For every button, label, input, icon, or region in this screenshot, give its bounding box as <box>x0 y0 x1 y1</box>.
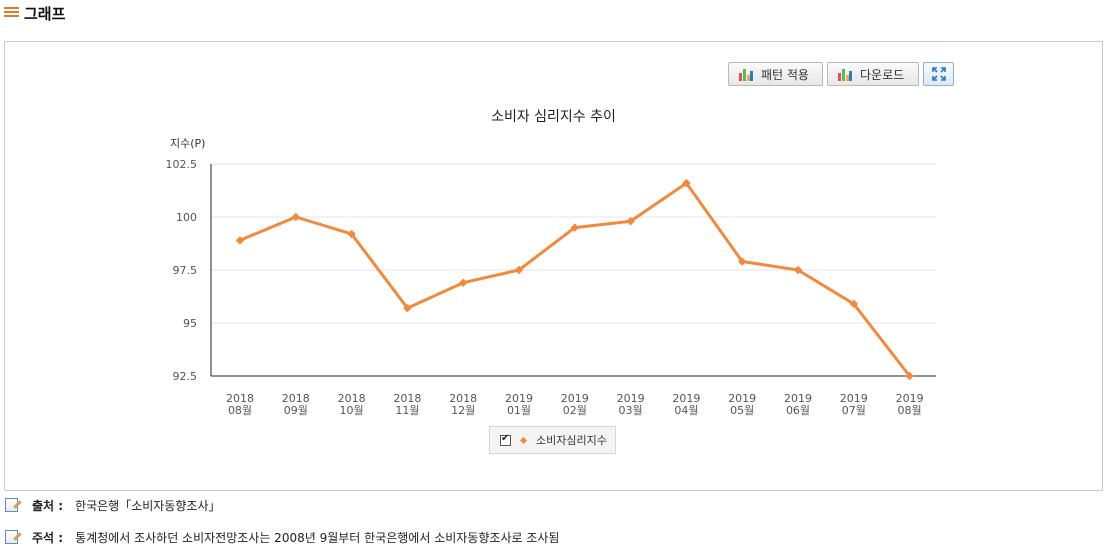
x-tick-label: 2018 <box>393 392 421 405</box>
x-tick-label: 2019 <box>505 392 533 405</box>
series-line <box>239 181 911 377</box>
y-tick-label: 92.5 <box>173 370 198 383</box>
x-tick-label: 2018 <box>449 392 477 405</box>
note-icon <box>4 529 22 546</box>
download-label: 다운로드 <box>860 67 905 82</box>
x-tick-label: 2018 <box>226 392 254 405</box>
y-axis-label: 지수(P) <box>170 137 206 150</box>
source-label: 출처 : <box>32 498 64 513</box>
note-label: 주석 : <box>32 530 64 545</box>
source-text: 한국은행「소비자동향조사」 <box>75 498 221 513</box>
legend-checkbox[interactable] <box>500 433 511 446</box>
x-tick-label: 02월 <box>563 404 587 417</box>
section-header: 그래프 <box>4 2 65 24</box>
data-point <box>849 299 859 309</box>
note-text: 통계청에서 조사하던 소비자전망조사는 2008년 9월부터 한국은행에서 소비… <box>75 530 560 545</box>
x-tick-label: 2018 <box>282 392 310 405</box>
y-tick-label: 100 <box>176 211 197 224</box>
x-tick-label: 2019 <box>561 392 589 405</box>
data-point <box>291 212 301 222</box>
x-tick-label: 03월 <box>619 404 643 417</box>
pattern-apply-button[interactable]: 패턴 적용 <box>728 62 823 86</box>
x-tick-label: 07월 <box>842 404 866 417</box>
x-tick-label: 08월 <box>228 404 252 417</box>
x-tick-label: 10월 <box>340 404 364 417</box>
chart-panel: 패턴 적용 다운로드 소비자 심리지수 추이 지수(P) 92.5 95 97.5 1… <box>4 41 1103 491</box>
legend-diamond-marker <box>519 436 528 444</box>
x-tick-label: 2019 <box>896 392 924 405</box>
y-tick-label: 95 <box>183 317 197 330</box>
bar-chart-icon <box>837 67 852 82</box>
x-tick-label: 08월 <box>898 404 922 417</box>
x-tick-label: 2019 <box>840 392 868 405</box>
bar-chart-icon <box>738 67 753 82</box>
source-note: 출처 : 한국은행「소비자동향조사」 <box>4 495 221 515</box>
expand-arrows-icon <box>931 67 946 81</box>
x-tick-label: 01월 <box>507 404 531 417</box>
list-icon <box>4 7 19 19</box>
x-tick-label: 09월 <box>284 404 308 417</box>
data-point <box>905 371 914 381</box>
x-tick-label: 04월 <box>674 404 698 417</box>
data-point <box>347 229 356 239</box>
data-point <box>235 236 245 245</box>
data-point <box>403 303 412 313</box>
x-tick-label: 2019 <box>617 392 645 405</box>
x-tick-label: 11월 <box>395 404 419 417</box>
y-tick-label: 102.5 <box>166 158 198 171</box>
line-chart: 92.59597.5100102.5201808월201809월201810월2… <box>166 158 936 417</box>
note-icon <box>4 497 22 514</box>
comment-note: 주석 : 통계청에서 조사하던 소비자전망조사는 2008년 9월부터 한국은행… <box>4 527 559 547</box>
legend[interactable]: 소비자심리지수 <box>489 426 616 454</box>
x-tick-label: 05월 <box>730 404 754 417</box>
x-tick-label: 12월 <box>451 404 475 417</box>
section-title: 그래프 <box>24 4 66 23</box>
pattern-apply-label: 패턴 적용 <box>761 67 809 82</box>
x-tick-label: 2019 <box>728 392 756 405</box>
fullscreen-button[interactable] <box>923 62 954 86</box>
chart-title: 소비자 심리지수 추이 <box>491 109 616 125</box>
legend-series-label: 소비자심리지수 <box>536 434 607 447</box>
x-tick-label: 2019 <box>672 392 700 405</box>
data-point <box>458 278 468 287</box>
download-button[interactable]: 다운로드 <box>827 62 919 86</box>
x-tick-label: 06월 <box>786 404 810 417</box>
data-point <box>514 265 524 275</box>
y-tick-label: 97.5 <box>173 264 198 277</box>
x-tick-label: 2018 <box>338 392 366 405</box>
data-point <box>793 265 803 275</box>
x-tick-label: 2019 <box>784 392 812 405</box>
